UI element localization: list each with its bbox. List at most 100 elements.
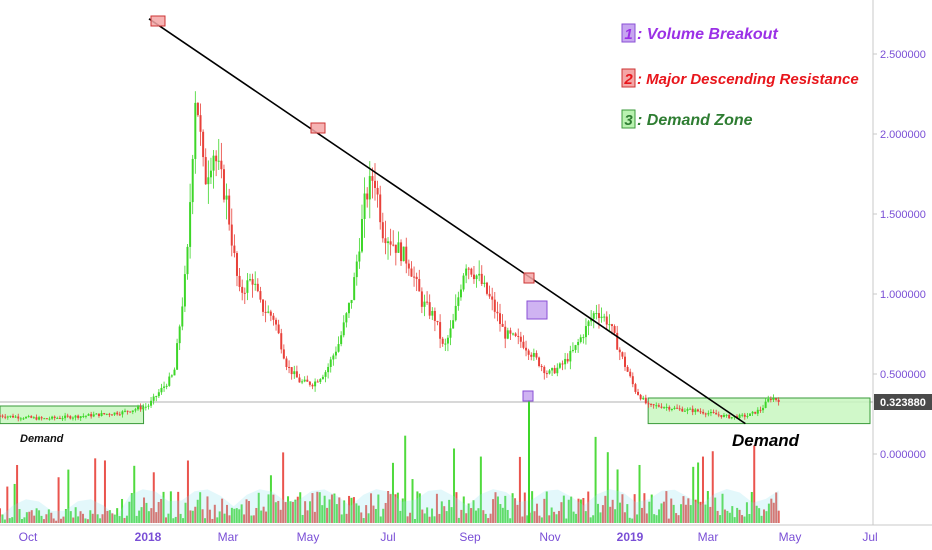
candle-body (311, 384, 314, 387)
candle-body (329, 359, 332, 367)
volume-bar (108, 510, 111, 523)
volume-bar (706, 491, 709, 523)
volume-bar (140, 507, 143, 523)
volume-bar (531, 491, 534, 523)
volume-bar (150, 508, 153, 523)
volume-bar (67, 469, 70, 523)
volume-bar (116, 508, 119, 523)
candle-body (402, 246, 405, 262)
volume-bar (3, 519, 6, 523)
volume-bar (360, 512, 363, 523)
volume-bar (557, 510, 560, 523)
candle-body (637, 391, 640, 395)
volume-bar (228, 515, 231, 523)
candle-body (298, 377, 301, 383)
candle-body (230, 224, 233, 246)
volume-bar (440, 501, 443, 523)
volume-bar (113, 514, 116, 523)
volume-bar (106, 510, 109, 523)
volume-bar (670, 498, 673, 523)
volume-bar (255, 507, 258, 523)
volume-bar (750, 491, 753, 523)
candle-body (707, 413, 710, 415)
time-tick-label: Mar (218, 530, 239, 544)
price-axis-labels: 2.500000 2.000000 1.500000 1.000000 0.500000… (873, 49, 926, 461)
volume-bar (352, 497, 355, 523)
volume-bar (665, 491, 668, 523)
candle-body (196, 102, 199, 116)
volume-bar (91, 513, 94, 523)
candle-body (233, 245, 236, 254)
volume-bar (589, 517, 592, 523)
candle-body (655, 405, 658, 407)
volume-bar (474, 510, 477, 523)
volume-bar (453, 448, 456, 523)
candle-body (163, 386, 166, 388)
price-tick-label: 1.000000 (880, 289, 926, 301)
volume-bar (1, 514, 4, 523)
candle-body (194, 102, 197, 159)
candle-body (293, 371, 296, 375)
candle-body (202, 131, 205, 158)
volume-bar (121, 498, 124, 523)
candle-body (77, 415, 80, 418)
volume-bar (536, 503, 538, 523)
candle-body (79, 416, 82, 418)
candle-body (288, 366, 291, 368)
time-tick-label: May (297, 530, 320, 544)
candle-body (6, 416, 9, 418)
candle-body (186, 246, 189, 275)
candle-body (459, 289, 462, 298)
candle-body (543, 366, 546, 374)
candle-body (17, 416, 20, 419)
time-tick-label: Oct (19, 530, 38, 544)
volume-bar (553, 511, 556, 523)
current-price-value: 0.323880 (880, 397, 926, 409)
volume-bar (357, 505, 360, 523)
candle-body (592, 313, 595, 319)
volume-bar (719, 515, 722, 523)
candle-body (303, 379, 306, 382)
candle-body (134, 409, 137, 411)
candle-body (306, 379, 309, 382)
candlesticks (0, 91, 780, 422)
volume-bar (50, 512, 53, 523)
volume-bar (340, 514, 343, 523)
candle-body (324, 372, 327, 377)
volume-bar (638, 464, 641, 523)
volume-bar (579, 499, 582, 523)
candle-body (282, 349, 285, 359)
volume-bar (208, 509, 211, 523)
volume-bar (45, 514, 48, 523)
candle-body (285, 358, 288, 367)
candle-body (131, 410, 134, 412)
candle-body (564, 358, 567, 365)
candle-body (465, 268, 468, 276)
candle-body (394, 244, 397, 253)
candle-body (470, 268, 473, 275)
candle-body (423, 301, 426, 307)
volume-bar (687, 498, 690, 523)
demand-zone-labels: Demand Demand (20, 431, 800, 450)
candle-body (38, 417, 41, 420)
candle-body (491, 296, 494, 300)
volume-bar (560, 502, 563, 523)
candle-body (566, 358, 569, 362)
volume-bar (767, 503, 770, 523)
candle-body (56, 417, 59, 419)
legend: 1: Volume Breakout 2: Major Descending Re… (621, 23, 859, 129)
candle-body (571, 349, 574, 351)
volume-bar (565, 518, 568, 523)
volume-bar (404, 435, 407, 523)
volume-bar (570, 496, 573, 523)
volume-bar (326, 507, 329, 523)
volume-bar (138, 510, 141, 523)
volume-bar (8, 518, 11, 523)
volume-bar (265, 511, 268, 523)
candle-body (595, 313, 598, 315)
candle-body (0, 415, 1, 417)
volume-bar (103, 460, 106, 523)
candle-body (366, 193, 369, 200)
volume-bar (699, 501, 702, 523)
volume-bar (316, 491, 319, 523)
